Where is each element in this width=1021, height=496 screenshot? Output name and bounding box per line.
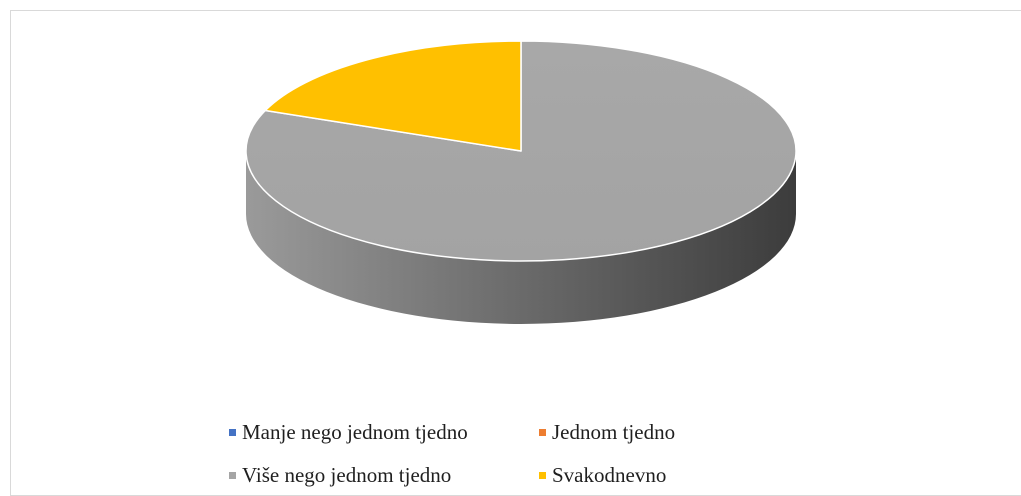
pie-chart — [245, 40, 797, 324]
pie-side-wall — [246, 151, 796, 324]
legend-label: Jednom tjedno — [552, 419, 676, 444]
legend-item-svakodnevno: Svakodnevno — [539, 462, 779, 488]
legend-label: Svakodnevno — [552, 462, 667, 487]
legend-item-vise-nego-jednom-tjedno: Više nego jednom tjedno — [229, 462, 539, 488]
legend-swatch-gray — [229, 471, 236, 479]
legend-label: Manje nego jednom tjedno — [242, 419, 468, 444]
pie-top — [245, 40, 797, 262]
chart-frame: Manje nego jednom tjedno Jednom tjedno V… — [10, 10, 1021, 496]
legend-item-manje-nego-jednom-tjedno: Manje nego jednom tjedno — [229, 419, 539, 445]
legend-swatch-orange — [539, 428, 546, 436]
legend-label: Više nego jednom tjedno — [242, 462, 452, 487]
legend: Manje nego jednom tjedno Jednom tjedno V… — [229, 419, 789, 488]
pie-slice-svakodnevno — [264, 40, 522, 152]
pie-side — [246, 151, 796, 324]
legend-swatch-yellow — [539, 471, 546, 479]
legend-swatch-blue — [229, 428, 236, 436]
legend-item-jednom-tjedno: Jednom tjedno — [539, 419, 779, 445]
